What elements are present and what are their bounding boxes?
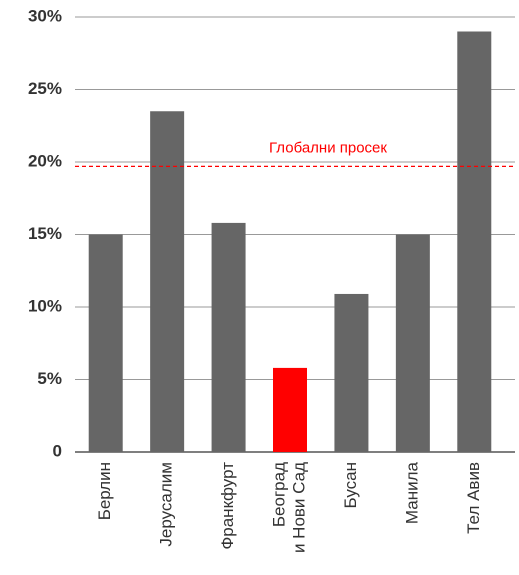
y-tick-label: 10% [28, 296, 62, 315]
y-tick-label: 5% [37, 369, 62, 388]
x-tick-label: Тел Авив [464, 462, 483, 534]
bar [334, 293, 369, 452]
x-tick-label: Београд [269, 462, 288, 527]
x-tick-label: Франкфурт [218, 462, 237, 550]
x-tick-label: Јерусалим [157, 462, 176, 547]
bar [150, 111, 185, 452]
reference-label: Глобални просек [269, 139, 387, 156]
x-tick-label: Манила [402, 461, 421, 524]
x-tick-label: и Нови Сад [289, 462, 308, 553]
y-tick-label: 0 [53, 441, 62, 460]
bar [211, 222, 246, 452]
y-tick-label: 20% [28, 151, 62, 170]
bar [395, 234, 430, 452]
bar [88, 234, 123, 452]
bar [457, 31, 492, 452]
x-tick-label: Берлин [95, 462, 114, 520]
y-tick-label: 15% [28, 224, 62, 243]
bar [273, 367, 307, 452]
x-tick-label: Бусан [341, 462, 360, 508]
y-tick-label: 25% [28, 79, 62, 98]
y-tick-label: 30% [28, 6, 62, 25]
